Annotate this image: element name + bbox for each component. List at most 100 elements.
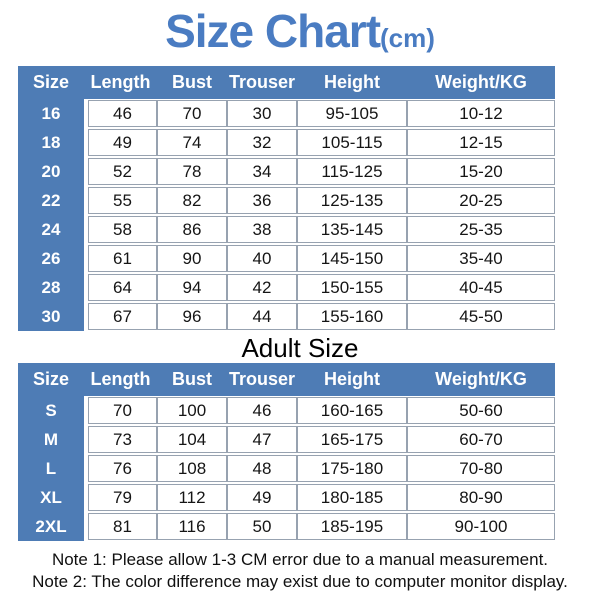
column-header-size: Size	[18, 363, 84, 396]
table-cell: 160-165	[297, 397, 407, 424]
table-row: XL 79 112 49 180-185 80-90	[18, 483, 555, 512]
page-title: Size Chart(cm)	[0, 0, 600, 61]
table-cell: 105-115	[297, 129, 407, 156]
table-cell: 55	[88, 187, 157, 214]
table-cell: 67	[88, 303, 157, 330]
size-cell: 2XL	[18, 512, 84, 541]
title-unit-label: (cm)	[380, 23, 435, 53]
table-cell: 135-145	[297, 216, 407, 243]
table-cell: 96	[157, 303, 227, 330]
table-cell: 115-125	[297, 158, 407, 185]
table-cell: 10-12	[407, 100, 555, 127]
column-header-length: Length	[84, 66, 157, 99]
table-row: 28 64 94 42 150-155 40-45	[18, 273, 555, 302]
table-cell: 34	[227, 158, 297, 185]
column-header-bust: Bust	[157, 66, 227, 99]
table-cell: 50-60	[407, 397, 555, 424]
table-cell: 79	[88, 484, 157, 511]
table-cell: 112	[157, 484, 227, 511]
kids-size-table: Size Length Bust Trouser Height Weight/K…	[18, 66, 555, 331]
table-cell: 185-195	[297, 513, 407, 540]
table-cell: 78	[157, 158, 227, 185]
table-cell: 32	[227, 129, 297, 156]
table-cell: 81	[88, 513, 157, 540]
table-cell: 52	[88, 158, 157, 185]
size-cell: 24	[18, 215, 84, 244]
table-cell: 108	[157, 455, 227, 482]
table-row: S 70 100 46 160-165 50-60	[18, 396, 555, 425]
table-cell: 20-25	[407, 187, 555, 214]
kids-table-body: 16 46 70 30 95-105 10-12 18 49 74 32 105-115 12-15 2…	[18, 99, 555, 331]
column-header-trouser: Trouser	[227, 66, 297, 99]
notes: Note 1: Please allow 1-3 CM error due to…	[0, 549, 600, 593]
table-cell: 82	[157, 187, 227, 214]
table-cell: 48	[227, 455, 297, 482]
size-cell: 28	[18, 273, 84, 302]
table-cell: 150-155	[297, 274, 407, 301]
column-header-bust: Bust	[157, 363, 227, 396]
table-cell: 12-15	[407, 129, 555, 156]
table-cell: 165-175	[297, 426, 407, 453]
table-cell: 100	[157, 397, 227, 424]
size-cell: 22	[18, 186, 84, 215]
kids-table-header-row: Size Length Bust Trouser Height Weight/K…	[18, 66, 555, 99]
table-cell: 44	[227, 303, 297, 330]
adult-size-heading: Adult Size	[241, 333, 359, 363]
column-header-height: Height	[297, 363, 407, 396]
column-header-trouser: Trouser	[227, 363, 297, 396]
table-cell: 145-150	[297, 245, 407, 272]
table-cell: 38	[227, 216, 297, 243]
table-cell: 104	[157, 426, 227, 453]
note-2: Note 2: The color difference may exist d…	[32, 572, 568, 591]
table-row: 24 58 86 38 135-145 25-35	[18, 215, 555, 244]
table-cell: 80-90	[407, 484, 555, 511]
column-header-size: Size	[18, 66, 84, 99]
size-cell: 18	[18, 128, 84, 157]
table-row: 26 61 90 40 145-150 35-40	[18, 244, 555, 273]
table-cell: 15-20	[407, 158, 555, 185]
size-cell: 16	[18, 99, 84, 128]
table-cell: 30	[227, 100, 297, 127]
column-header-weight: Weight/KG	[407, 363, 555, 396]
table-row: M 73 104 47 165-175 60-70	[18, 425, 555, 454]
column-header-weight: Weight/KG	[407, 66, 555, 99]
title-text: Size Chart	[165, 5, 381, 57]
table-cell: 58	[88, 216, 157, 243]
table-row: 22 55 82 36 125-135 20-25	[18, 186, 555, 215]
table-cell: 35-40	[407, 245, 555, 272]
table-cell: 40	[227, 245, 297, 272]
table-cell: 36	[227, 187, 297, 214]
table-cell: 70-80	[407, 455, 555, 482]
table-cell: 76	[88, 455, 157, 482]
table-cell: 180-185	[297, 484, 407, 511]
table-row: 18 49 74 32 105-115 12-15	[18, 128, 555, 157]
note-1: Note 1: Please allow 1-3 CM error due to…	[51, 550, 549, 569]
table-cell: 73	[88, 426, 157, 453]
table-cell: 50	[227, 513, 297, 540]
adult-size-table: Size Length Bust Trouser Height Weight/K…	[18, 363, 555, 541]
adult-table-header-row: Size Length Bust Trouser Height Weight/K…	[18, 363, 555, 396]
table-cell: 175-180	[297, 455, 407, 482]
table-cell: 125-135	[297, 187, 407, 214]
size-cell: 26	[18, 244, 84, 273]
table-cell: 64	[88, 274, 157, 301]
table-cell: 49	[227, 484, 297, 511]
table-cell: 61	[88, 245, 157, 272]
table-cell: 95-105	[297, 100, 407, 127]
table-cell: 74	[157, 129, 227, 156]
table-cell: 155-160	[297, 303, 407, 330]
size-cell: M	[18, 425, 84, 454]
table-cell: 90-100	[407, 513, 555, 540]
table-cell: 42	[227, 274, 297, 301]
table-cell: 46	[227, 397, 297, 424]
column-header-height: Height	[297, 66, 407, 99]
table-cell: 46	[88, 100, 157, 127]
table-cell: 70	[157, 100, 227, 127]
table-row: 20 52 78 34 115-125 15-20	[18, 157, 555, 186]
table-cell: 60-70	[407, 426, 555, 453]
adult-table-body: S 70 100 46 160-165 50-60 M 73 104 47 165-175 60-70…	[18, 396, 555, 541]
table-cell: 94	[157, 274, 227, 301]
column-header-length: Length	[84, 363, 157, 396]
table-row: 16 46 70 30 95-105 10-12	[18, 99, 555, 128]
